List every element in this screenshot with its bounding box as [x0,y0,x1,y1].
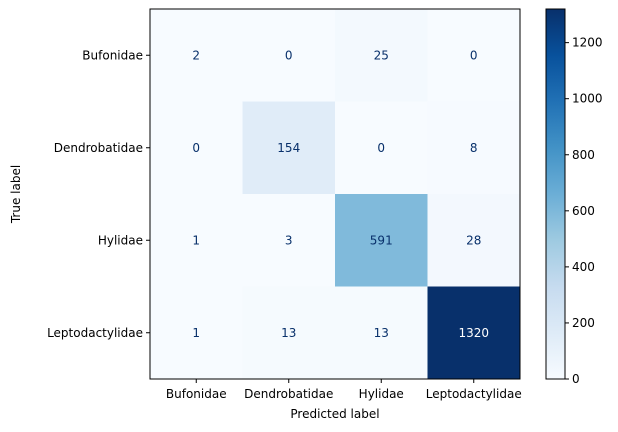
cell-value-label: 13 [374,326,389,340]
cell-value-label: 28 [466,233,481,247]
heatmap-cell [150,9,243,102]
cell-value-label: 1 [192,326,200,340]
heatmap-cell-labels: 2 0 25 00 154 0 81 3 591 281 13 13 1320 [192,48,489,340]
heatmap-cell [427,101,521,195]
heatmap-cell [150,101,243,195]
cell-value-label: 1320 [458,326,489,340]
colorbar [545,8,566,380]
cell-value-label: 0 [377,141,385,155]
cell-value-label: 1 [192,233,200,247]
cell-value-label: 0 [285,48,293,62]
x-tick-label: Bufonidae [166,387,227,401]
heatmap-cell [150,194,243,287]
x-axis-label: Predicted label [290,407,379,421]
colorbar-tick-label: 0 [572,372,580,386]
x-tick-label: Dendrobatidae [244,387,333,401]
cell-value-label: 13 [281,326,296,340]
heatmap-cell [427,286,521,380]
cell-value-label: 591 [370,233,393,247]
cell-value-label: 25 [374,48,389,62]
heatmap-cell [335,286,428,380]
y-tick-label: Leptodactylidae [47,326,143,340]
colorbar-tick-label: 1000 [572,92,603,106]
cell-value-label: 8 [470,141,478,155]
heatmap-cell [242,9,336,102]
cell-value-label: 154 [277,141,300,155]
colorbar-ticks: 0 200 400 600 800 1000 1200 [565,36,603,386]
heatmap-cell [242,194,336,287]
x-axis-ticks: Bufonidae Dendrobatidae Hylidae Leptodactyl… [166,379,522,401]
colorbar-tick-label: 1200 [572,36,603,50]
x-tick-label: Hylidae [359,387,404,401]
colorbar-tick-label: 600 [572,204,595,218]
y-tick-label: Hylidae [98,233,143,247]
heatmap-cell [335,9,428,102]
colorbar-tick-label: 800 [572,148,595,162]
colorbar-tick-label: 400 [572,260,595,274]
heatmap-cell [242,101,336,195]
heatmap-cell [335,194,428,287]
heatmap-cell [242,286,336,380]
heatmap-cell [427,194,521,287]
y-axis-label: True label [9,165,23,224]
cell-value-label: 2 [192,48,200,62]
heatmap-cell [427,9,521,102]
y-axis-ticks: Bufonidae Dendrobatidae Hylidae Leptodactyl… [47,48,150,340]
cell-value-label: 0 [192,141,200,155]
x-tick-label: Leptodactylidae [426,387,522,401]
y-tick-label: Dendrobatidae [54,141,143,155]
heatmap-cell [150,286,243,380]
cell-value-label: 0 [470,48,478,62]
y-tick-label: Bufonidae [82,48,143,62]
heatmap-cells [150,9,521,380]
heatmap-cell [335,101,428,195]
plot-frame [149,8,521,380]
colorbar-tick-label: 200 [572,316,595,330]
cell-value-label: 3 [285,233,293,247]
